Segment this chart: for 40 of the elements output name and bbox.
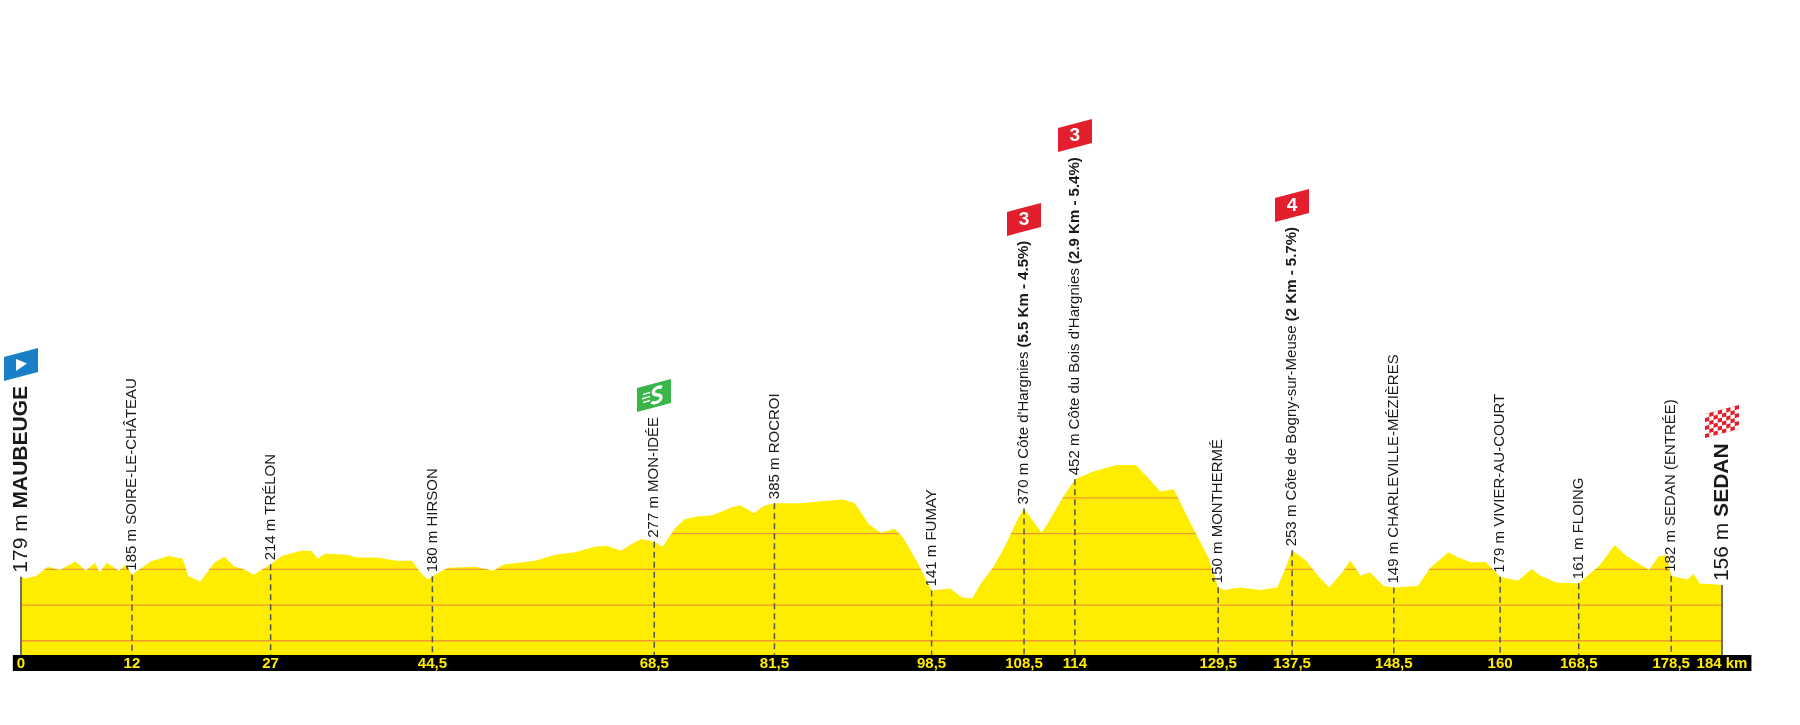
annotation: 150 m MONTHERMÉ (1208, 438, 1226, 584)
x-tick-label: 148,5 (1375, 654, 1413, 672)
annotation: 141 m FUMAY (921, 489, 939, 587)
annotation: 149 m CHARLEVILLE-MÉZIÈRES (1383, 354, 1401, 584)
x-tick-label: 0 (16, 654, 26, 672)
x-tick-label: 160 (1487, 654, 1513, 672)
text: (2 Km - 5.7%) (1282, 227, 1300, 322)
annotation: 370 m Côte d'Hargnies (1014, 351, 1032, 505)
text: (5.5 Km - 4.5%) (1014, 240, 1032, 348)
x-tick-label: 178,5 (1652, 654, 1690, 672)
annotation: 179 m VIVIER-AU-COURT (1490, 393, 1508, 573)
annotation: 161 m FLOING (1568, 477, 1586, 580)
x-tick-label: 27 (262, 654, 279, 672)
text: 3 (1069, 124, 1081, 146)
x-tick-label: 129,5 (1199, 654, 1237, 672)
x-tick-label: 44,5 (417, 654, 447, 672)
x-tick-label: 68,5 (639, 654, 669, 672)
text: 4 (1286, 194, 1298, 216)
text: 3 (1018, 207, 1030, 229)
x-tick-label: 114 (1062, 654, 1088, 672)
x-tick-label: 12 (123, 654, 141, 672)
annotation: 385 m ROCROI (764, 393, 782, 500)
annotation: 214 m TRÉLON (260, 453, 278, 561)
annotation: 277 m MON-IDÉE (644, 416, 662, 538)
x-tick-label: 81,5 (759, 654, 790, 672)
x-tick-label: 184 km (1696, 654, 1748, 672)
annotation: 180 m HIRSON (422, 468, 440, 573)
annotation: 182 m SEDAN (ENTRÉE) (1661, 399, 1679, 572)
x-tick-label: 98,5 (916, 654, 947, 672)
x-tick-label: 168,5 (1559, 654, 1598, 672)
annotation: 253 m Côte de Bogny-sur-Meuse (1282, 325, 1300, 547)
text: (2.9 Km - 5.4%) (1065, 157, 1083, 264)
annotation: 179 m (7, 514, 31, 573)
annotation: 185 m SOIRE-LE-CHÂTEAU (122, 378, 140, 571)
annotation: 156 m (1708, 522, 1732, 582)
x-tick-label: 108,5 (1005, 654, 1043, 672)
x-tick-label: 137,5 (1273, 654, 1311, 672)
annotation: 452 m Côte du Bois d'Hargnies (1065, 268, 1083, 476)
annotation: MAUBEUGE (7, 386, 31, 509)
annotation: SEDAN (1708, 443, 1732, 517)
